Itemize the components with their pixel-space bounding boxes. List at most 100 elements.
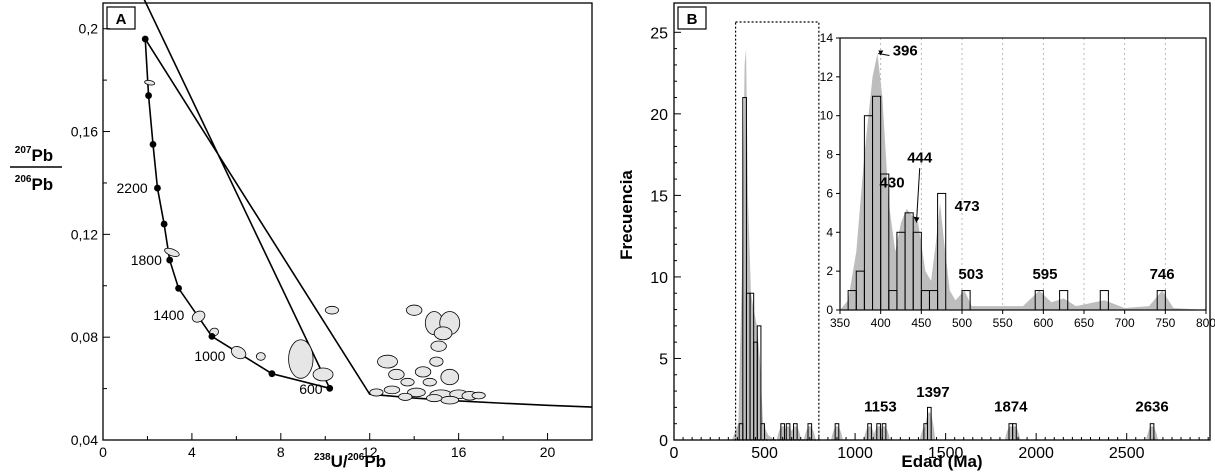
panel-b-label-box xyxy=(677,6,707,30)
inset-peak-label: 444 xyxy=(907,149,933,166)
inset-x-tick-label: 500 xyxy=(952,316,972,330)
kde-hump xyxy=(789,426,802,440)
zircon-ellipse xyxy=(406,304,423,316)
zircon-ellipse xyxy=(471,391,486,400)
peak-arrowhead-396 xyxy=(878,50,884,56)
zircon-ellipse xyxy=(164,247,180,257)
concordia-age-dot xyxy=(145,92,152,99)
zircon-ellipse xyxy=(430,340,447,352)
zircon-ellipse xyxy=(429,356,444,367)
zircon-ellipse xyxy=(377,354,398,369)
concordia-age-dot xyxy=(149,140,157,148)
kde-hump xyxy=(1008,426,1021,440)
y-tick-label: 0,2 xyxy=(79,21,99,37)
peak-arrow-444 xyxy=(915,168,921,223)
concordia-age-label: 1800 xyxy=(131,252,162,268)
inset-y-tick-label: 12 xyxy=(820,70,834,84)
inset-y-tick-label: 6 xyxy=(826,186,833,200)
concordia-age-label: 600 xyxy=(299,381,323,397)
x-tick-label: 4 xyxy=(188,444,196,460)
kde-hump xyxy=(1146,426,1159,440)
inset-y-tick-label: 14 xyxy=(820,31,834,45)
inset-x-tick-label: 350 xyxy=(830,316,850,330)
zircon-ellipse xyxy=(414,366,432,378)
concordia-age-dot xyxy=(268,370,276,378)
y-tick-label: 0,16 xyxy=(71,124,98,140)
y-tick-label: 5 xyxy=(659,351,668,368)
panel-a-concordia xyxy=(143,0,593,408)
kde-hump xyxy=(830,426,843,440)
zircon-ellipse xyxy=(388,368,405,380)
inset-x-tick-label: 450 xyxy=(911,316,931,330)
panel-a-x-axis-label: 238U/206Pb xyxy=(314,452,386,471)
x-tick-label: 16 xyxy=(451,444,467,460)
panel-a-ellipses xyxy=(144,79,486,405)
zircon-ellipse xyxy=(422,377,437,387)
x-tick-label: 2500 xyxy=(1109,445,1145,462)
concordia-age-label: 1400 xyxy=(153,307,184,323)
zircon-ellipse xyxy=(426,394,443,403)
x-tick-label: 20 xyxy=(540,444,556,460)
zircon-ellipse xyxy=(400,377,415,387)
zircon-ellipse xyxy=(383,385,401,395)
y-tick-label: 25 xyxy=(650,25,668,42)
zircon-ellipse xyxy=(440,395,460,405)
concordia-age-dot xyxy=(154,184,161,192)
panel-b-y-axis-label: Frecuencia xyxy=(617,170,636,260)
inset-x-tick-label: 650 xyxy=(1074,316,1094,330)
y-tick-label: 0,12 xyxy=(71,226,98,242)
inset-axis-ticks: 350 400 450 500 550 600 650 700 750 800 0 2 4 6 8 10 12 1… xyxy=(820,31,1215,330)
x-tick-label: 12 xyxy=(362,444,378,460)
panel-b-frame xyxy=(673,2,1211,441)
panel-b-label: B xyxy=(687,11,698,28)
panel-a-label-box xyxy=(106,6,136,30)
concordia-age-dot xyxy=(326,384,334,392)
peak-arrowhead-444 xyxy=(913,216,920,223)
zircon-ellipse xyxy=(144,79,156,86)
kde-hump xyxy=(803,426,816,440)
x-tick-label: 0 xyxy=(670,445,679,462)
concordia-curve xyxy=(143,0,593,408)
zircon-ellipse xyxy=(255,352,266,361)
inset-peak-label: 430 xyxy=(880,175,905,192)
panel-b-inset: 350 400 450 500 550 600 650 700 750 800 0 2 4 6 8 10 12 1… xyxy=(820,31,1215,330)
kde-hump xyxy=(863,426,876,440)
panel-a-axis-ticks: 0 4 8 12 16 20 0,04 0,08 0,12 0,16 0,2 xyxy=(71,21,556,460)
concordia-age-dot xyxy=(175,284,182,292)
inset-y-tick-label: 2 xyxy=(826,264,833,278)
inset-x-tick-label: 700 xyxy=(1115,316,1135,330)
concordia-age-dot xyxy=(166,256,174,264)
x-tick-label: 0 xyxy=(99,444,107,460)
y-tick-label: 15 xyxy=(650,188,668,205)
zircon-ellipse xyxy=(324,305,340,315)
x-tick-label: 1000 xyxy=(837,445,873,462)
svg-text:206Pb: 206Pb xyxy=(15,174,53,194)
concordia-age-label: 1000 xyxy=(194,348,225,364)
panel-b-x-axis-label: Edad (Ma) xyxy=(901,452,982,471)
kde-hump xyxy=(878,426,891,440)
inset-y-tick-label: 4 xyxy=(826,225,833,239)
inset-peak-label: 503 xyxy=(958,266,983,283)
y-tick-label: 0,04 xyxy=(71,432,98,448)
panel-a-frame xyxy=(102,2,593,441)
inset-x-tick-label: 550 xyxy=(993,316,1013,330)
panel-a-concordia-dots xyxy=(141,35,334,392)
x-tick-label: 500 xyxy=(751,445,778,462)
zircon-ellipse xyxy=(369,388,384,397)
inset-kde-curve xyxy=(840,53,1206,311)
concordia-age-dot xyxy=(208,333,216,340)
x-tick-label: 1500 xyxy=(928,445,964,462)
panel-a-label: A xyxy=(116,11,127,28)
zircon-ellipse xyxy=(191,310,206,323)
panel-a-scatter: A 0 4 8 12 16 20 0,04 0,08 0,12 0,16 0,2 600 1000 14… xyxy=(10,0,593,471)
panel-a-age-labels: 600 1000 1400 1800 2200 xyxy=(117,180,323,397)
inset-peak-label: 746 xyxy=(1150,266,1175,283)
inset-y-tick-label: 0 xyxy=(826,303,833,317)
inset-x-tick-label: 800 xyxy=(1196,316,1215,330)
peak-label: 2636 xyxy=(1135,399,1168,416)
inset-x-tick-label: 600 xyxy=(1033,316,1053,330)
inset-frame xyxy=(839,37,1207,311)
inset-kde xyxy=(840,53,1206,311)
concordia-age-label: 2200 xyxy=(117,180,148,196)
